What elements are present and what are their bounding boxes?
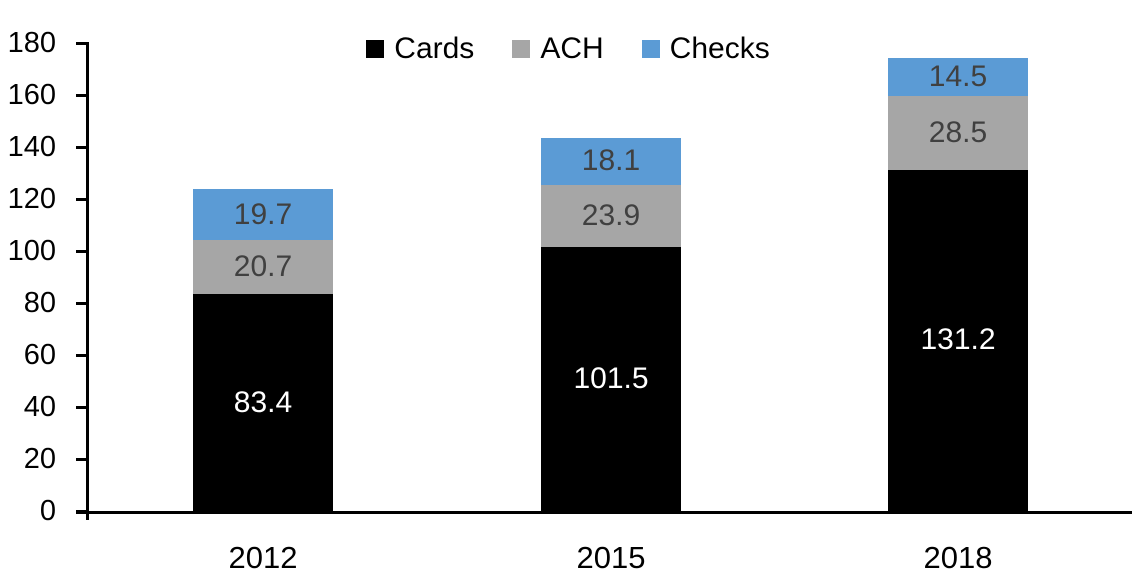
segment-value-label: 131.2 [920,323,996,357]
segment-value-label: 83.4 [233,385,293,419]
ach-legend-swatch [512,40,531,58]
ytick-label: 0 [39,495,56,527]
segment-cards-2012: 83.4 [193,294,333,511]
segment-value-label: 20.7 [233,250,293,284]
ytick-mark [76,458,86,461]
legend-item-cards: Cards [366,30,474,68]
checks-legend-swatch [641,40,660,58]
ytick-label: 20 [23,443,56,475]
legend-item-ach: ACH [512,30,604,68]
bar-2015: 18.1 23.9 101.5 [541,137,681,511]
ytick-label: 120 [7,183,56,215]
segment-value-label: 101.5 [573,362,649,396]
segment-checks-2012: 19.7 [193,189,333,241]
segment-ach-2018: 28.5 [888,95,1028,170]
segment-ach-2012: 20.7 [193,240,333,295]
bar-2018: 14.5 28.5 131.2 [888,58,1028,511]
ytick-mark [76,510,86,513]
x-axis-line [76,511,1132,514]
xtick-label-2018: 2018 [923,540,993,575]
legend-label: Cards [394,32,475,65]
segment-checks-2018: 14.5 [888,58,1028,96]
legend: Cards ACH Checks [0,30,1136,68]
ytick-label: 40 [23,391,56,423]
ytick-mark [76,302,86,305]
y-axis-line [86,42,89,514]
legend-label: Checks [669,32,770,65]
ytick-mark [76,250,86,253]
xtick-label-2012: 2012 [228,540,298,575]
ytick-mark [76,94,86,97]
segment-checks-2015: 18.1 [541,137,681,186]
ytick-mark [76,406,86,409]
ytick-label: 80 [23,287,56,319]
legend-label: ACH [540,32,604,65]
legend-item-checks: Checks [641,30,770,68]
ytick-mark [76,146,86,149]
ytick-label: 60 [23,339,56,371]
ytick-label: 140 [7,131,56,163]
ytick-label: 100 [7,235,56,267]
segment-cards-2018: 131.2 [888,169,1028,511]
segment-ach-2015: 23.9 [541,185,681,248]
segment-value-label: 28.5 [928,115,988,149]
cards-legend-swatch [366,40,385,58]
segment-value-label: 18.1 [581,144,641,178]
segment-value-label: 19.7 [233,197,293,231]
ytick-label: 180 [7,27,56,59]
ytick-label: 160 [7,79,56,111]
ytick-mark [76,354,86,357]
segment-cards-2015: 101.5 [541,247,681,511]
bar-2012: 19.7 20.7 83.4 [193,189,333,511]
xtick-label-2015: 2015 [576,540,646,575]
segment-value-label: 14.5 [928,59,988,93]
ytick-mark [76,42,86,45]
ytick-mark [76,198,86,201]
segment-value-label: 23.9 [581,199,641,233]
origin-tick-mark [86,511,89,520]
